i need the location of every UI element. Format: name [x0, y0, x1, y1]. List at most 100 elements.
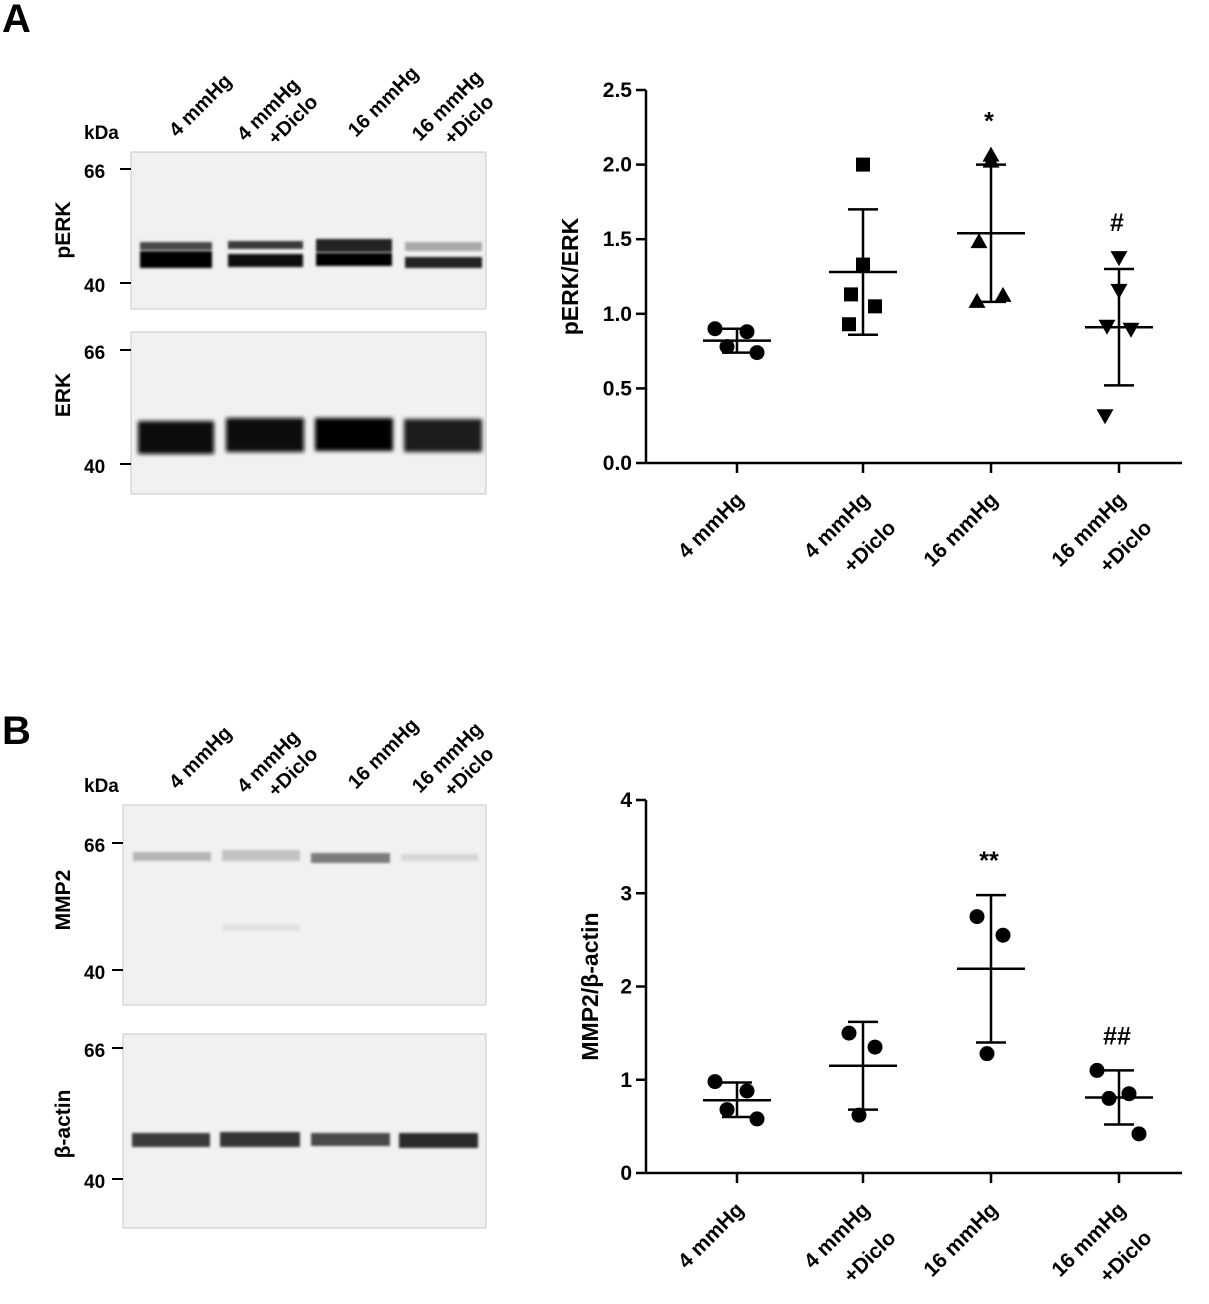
chart-a-data-point	[844, 287, 858, 302]
mmp2-band-4	[401, 854, 478, 861]
mmp2-marker-40: 40	[84, 963, 105, 984]
erk-blot-label: ERK	[52, 373, 75, 417]
chart-b-data-point	[1131, 1126, 1147, 1142]
chart-a-data-point	[994, 286, 1012, 302]
mmp2-band-2	[222, 850, 300, 861]
mmp2-blot-label: MMP2	[52, 870, 75, 931]
chart-a-data-point	[856, 257, 870, 272]
mmp2-band-2-faint	[222, 924, 300, 931]
beta-actin-blot-frame	[122, 1033, 487, 1229]
chart-a-y-tick-label: 0.5	[603, 377, 633, 400]
perk-band-lower-4	[405, 257, 482, 268]
beta-actin-marker-40: 40	[84, 1172, 105, 1193]
panel-a-letter: A	[2, 0, 31, 41]
panel-b-kda-label: kDa	[84, 776, 119, 797]
chart-b-significance-label: ##	[1103, 1022, 1131, 1050]
chart-a-data-point	[1122, 322, 1140, 338]
chart-a-data-point	[749, 345, 765, 361]
beta-actin-marker-66: 66	[84, 1041, 105, 1062]
chart-b-data-point	[995, 927, 1011, 943]
chart-b-data-point	[1089, 1062, 1105, 1078]
chart-a-y-tick-label: 1.0	[603, 303, 632, 326]
chart-b-y-tick-label: 2	[620, 976, 632, 999]
erk-band-4	[404, 419, 482, 452]
panel-b-lane-label-1: 4 mmHg	[165, 722, 236, 793]
chart-a-data-point	[842, 317, 856, 332]
mmp2-blot: MMP2 66 40	[52, 804, 487, 1006]
beta-actin-band-2	[220, 1132, 300, 1147]
mmp2-band-3	[311, 853, 390, 863]
perk-band-upper-4	[405, 242, 482, 251]
chart-a-y-tick-label: 2.5	[603, 79, 633, 102]
perk-blot-frame	[130, 151, 487, 310]
erk-marker-40: 40	[84, 457, 105, 478]
chart-a-y-tick-label: 0.0	[603, 452, 632, 475]
erk-marker-66: 66	[84, 343, 105, 364]
chart-a-x-category-label: 4 mmHg	[674, 488, 749, 563]
chart-b-y-tick-label: 1	[620, 1069, 632, 1092]
chart-b-data-point	[851, 1107, 867, 1123]
erk-band-1	[138, 421, 214, 454]
beta-actin-band-3	[311, 1133, 390, 1146]
panel-a-lane-label-1: 4 mmHg	[165, 70, 236, 141]
chart-a-data-point	[982, 152, 1000, 168]
erk-band-2	[226, 418, 304, 452]
chart-a-data-point	[1096, 409, 1114, 425]
panel-a-kda-label: kDa	[84, 123, 119, 144]
chart-a-data-point	[1110, 251, 1128, 267]
chart-b-data-point	[1101, 1090, 1117, 1106]
chart-b-data-point	[1121, 1086, 1137, 1102]
perk-band-upper-2	[228, 241, 303, 249]
chart-b-data-point	[969, 909, 985, 925]
chart-b-data-point	[719, 1102, 735, 1118]
chart-a-y-tick-label: 2.0	[603, 154, 632, 177]
chart-a-data-point	[1098, 319, 1116, 335]
erk-band-3	[315, 418, 393, 451]
chart-b-data-point	[707, 1074, 723, 1090]
erk-blot: ERK 66 40	[52, 331, 487, 495]
chart-b-data-point	[739, 1083, 755, 1099]
beta-actin-blot-label: β-actin	[52, 1090, 75, 1159]
chart-b-y-axis-label: MMP2/β-actin	[577, 912, 603, 1060]
mmp2-marker-66: 66	[84, 836, 105, 857]
perk-band-upper-3	[316, 239, 392, 252]
chart-a-y-axis-label: pERK/ERK	[557, 217, 583, 335]
mmp2-band-1	[133, 852, 211, 861]
chart-b-data-point	[867, 1039, 883, 1055]
chart-a-data-point	[739, 324, 755, 340]
chart-a-data-point	[970, 233, 988, 249]
panel-a-blot: A kDa 4 mmHg 4 mmHg +Diclo 16 mmHg 16 mm…	[2, 0, 498, 495]
chart-a-significance-label: #	[1110, 209, 1124, 237]
chart-a-y-tick-label: 1.5	[603, 228, 633, 251]
chart-b-significance-label: **	[979, 847, 999, 875]
perk-band-lower-2	[228, 254, 303, 267]
chart-a-data-point	[856, 157, 870, 172]
chart-b-x-category-label: 16 mmHg	[919, 1198, 1002, 1281]
chart-b-y-tick-label: 3	[620, 882, 632, 905]
chart-a-data-point	[719, 339, 735, 355]
chart-b-data-point	[749, 1111, 765, 1127]
beta-actin-band-1	[132, 1133, 210, 1147]
chart-a-data-point	[968, 292, 986, 308]
perk-band-upper-1	[140, 242, 212, 250]
chart-b-y-tick-label: 4	[620, 789, 632, 812]
perk-marker-66: 66	[84, 162, 105, 183]
panel-b-blot: B kDa 4 mmHg 4 mmHg +Diclo 16 mmHg 16 mm…	[2, 709, 498, 1229]
chart-b-data-point	[979, 1046, 995, 1062]
perk-blot-label: pERK	[52, 201, 75, 258]
perk-blot: pERK 66 40	[52, 151, 487, 310]
mmp2-blot-frame	[122, 804, 487, 1006]
chart-a-data-point	[868, 299, 882, 314]
chart-b-data-point	[841, 1025, 857, 1041]
perk-marker-40: 40	[84, 276, 105, 297]
chart-b-x-category-label: 4 mmHg	[674, 1198, 749, 1273]
beta-actin-band-4	[399, 1133, 478, 1148]
chart-a-data-point	[1110, 283, 1128, 299]
beta-actin-blot: β-actin 66 40	[52, 1033, 487, 1229]
chart-b-y-tick-label: 0	[620, 1162, 632, 1185]
chart-a-x-category-label: 16 mmHg	[919, 488, 1002, 571]
perk-band-lower-1	[140, 251, 212, 268]
